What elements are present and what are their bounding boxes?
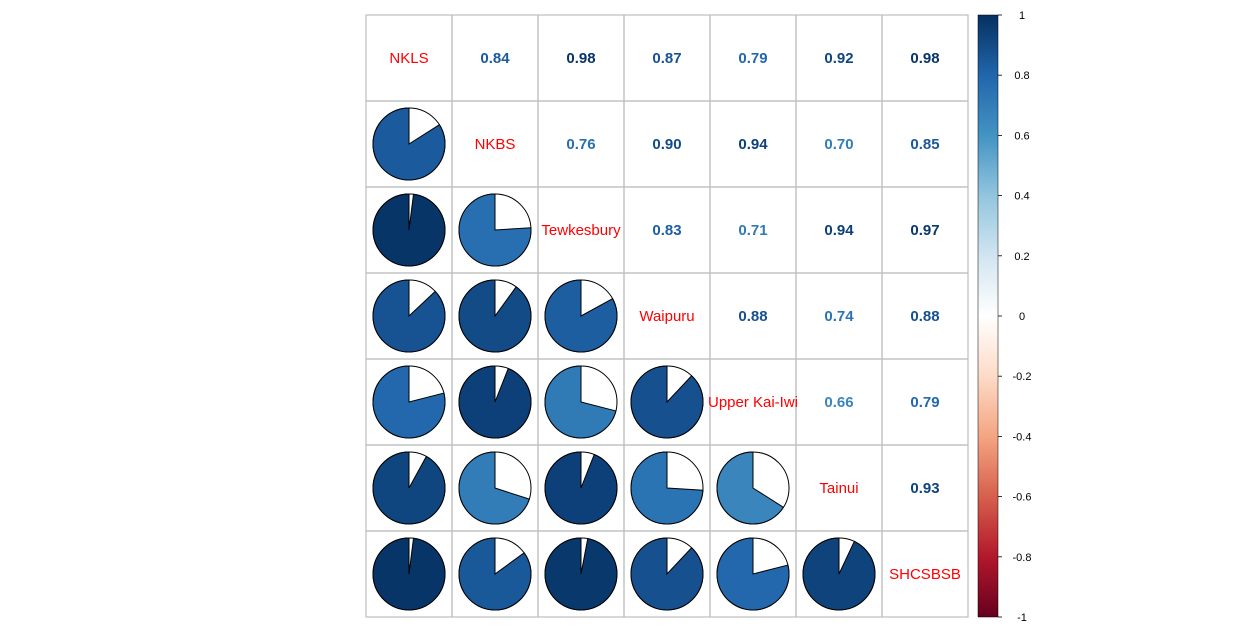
correlation-value: 0.97 xyxy=(910,222,939,239)
correlation-value: 0.87 xyxy=(652,50,681,67)
correlation-pie xyxy=(716,451,790,525)
colorbar-tick-label: -0.2 xyxy=(1013,371,1032,383)
pie-slice xyxy=(802,537,876,611)
correlation-pie xyxy=(372,107,446,181)
correlation-value: 0.83 xyxy=(652,222,681,239)
colorbar-tick-label: -0.8 xyxy=(1013,552,1032,564)
correlation-value: 0.93 xyxy=(910,480,939,497)
grid-cell xyxy=(881,530,969,618)
correlation-pie xyxy=(630,451,704,525)
diagonal-label: Upper Kai-Iwi xyxy=(708,394,798,411)
correlation-value: 0.88 xyxy=(910,308,939,325)
grid xyxy=(365,14,969,618)
diagonal-label: NKBS xyxy=(475,136,516,153)
pie-slice xyxy=(630,451,704,525)
correlation-value: 0.88 xyxy=(738,308,767,325)
colorbar-tick-label: 0 xyxy=(1019,311,1025,323)
colorbar-tick-label: 0.2 xyxy=(1014,251,1029,263)
pie-slice xyxy=(372,279,446,353)
correlation-pie xyxy=(458,537,532,611)
colorbar-tick-label: -0.4 xyxy=(1013,431,1032,443)
pie-slice xyxy=(372,193,446,267)
correlation-value: 0.79 xyxy=(738,50,767,67)
correlation-pie xyxy=(458,193,532,267)
pie-slice xyxy=(544,537,618,611)
colorbar-tick-label: 0.6 xyxy=(1014,130,1029,142)
colorbar-tick-label: -0.6 xyxy=(1013,492,1032,504)
correlation-pie xyxy=(630,537,704,611)
pie-slice xyxy=(458,279,532,353)
pie-slice xyxy=(630,365,704,439)
correlation-pie xyxy=(630,365,704,439)
correlation-pie xyxy=(716,537,790,611)
colorbar: 1 0.8 0.6 0.4 0.2 0 -0.2 -0.4 -0.6 -0.8 -1 xyxy=(977,10,1032,624)
pie-slice xyxy=(372,107,446,181)
correlation-value: 0.98 xyxy=(910,50,939,67)
pie-slice xyxy=(630,537,704,611)
diagonal-label: Tewkesbury xyxy=(541,222,621,239)
pie-slice xyxy=(458,537,532,611)
colorbar-tick-label: 1 xyxy=(1019,10,1025,22)
pie-slice xyxy=(544,279,618,353)
correlation-value: 0.66 xyxy=(824,394,853,411)
correlation-pie xyxy=(372,279,446,353)
colorbar-tick-label: 0.8 xyxy=(1014,70,1029,82)
correlation-pie xyxy=(372,193,446,267)
correlation-value: 0.94 xyxy=(824,222,854,239)
pie-slice xyxy=(372,537,446,611)
correlation-pie xyxy=(372,451,446,525)
correlation-pie xyxy=(372,365,446,439)
correlation-pie xyxy=(458,365,532,439)
correlation-value: 0.92 xyxy=(824,50,853,67)
colorbar-gradient xyxy=(977,14,999,618)
correlation-pie xyxy=(544,451,618,525)
diagonal-label: Waipuru xyxy=(639,308,694,325)
correlation-pie xyxy=(544,279,618,353)
correlation-value: 0.79 xyxy=(910,394,939,411)
correlation-pie xyxy=(372,537,446,611)
correlation-pie xyxy=(458,451,532,525)
pie-slice xyxy=(458,193,532,267)
colorbar-tick-label: 0.4 xyxy=(1014,191,1029,203)
pie-slice xyxy=(458,365,532,439)
correlation-pie xyxy=(544,537,618,611)
correlation-value: 0.76 xyxy=(566,136,595,153)
colorbar-tick-label: -1 xyxy=(1017,612,1027,624)
correlation-value: 0.74 xyxy=(824,308,854,325)
correlation-pie xyxy=(802,537,876,611)
correlation-pie xyxy=(458,279,532,353)
pie-slice xyxy=(544,365,617,439)
correlation-value: 0.85 xyxy=(910,136,939,153)
diagonal-label: Tainui xyxy=(819,480,858,497)
correlation-value: 0.90 xyxy=(652,136,681,153)
correlation-value: 0.94 xyxy=(738,136,768,153)
pie-slice xyxy=(372,365,446,439)
diagonal-label: NKLS xyxy=(389,50,428,67)
pie-slice xyxy=(458,451,530,525)
correlation-value: 0.70 xyxy=(824,136,853,153)
pie-slice xyxy=(716,451,785,525)
correlation-value: 0.84 xyxy=(480,50,510,67)
correlation-value: 0.98 xyxy=(566,50,595,67)
pie-slice xyxy=(716,537,790,611)
correlation-pie xyxy=(544,365,618,439)
diagonal-label: SHCSBSB xyxy=(889,566,961,583)
correlation-value: 0.71 xyxy=(738,222,767,239)
pie-slice xyxy=(372,451,446,525)
pie-slice xyxy=(544,451,618,525)
